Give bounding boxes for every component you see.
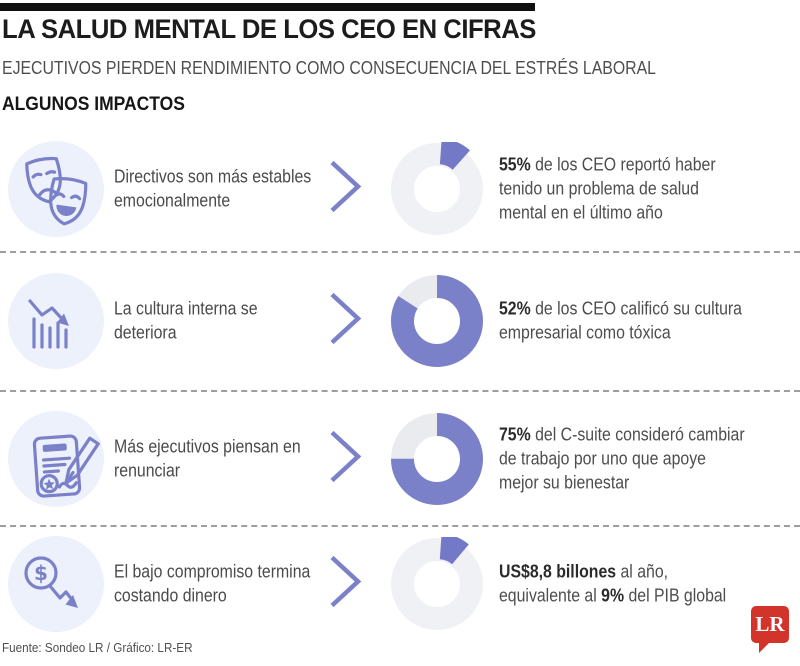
- lr-logo: LR: [751, 606, 789, 643]
- dollar-decline-icon: $: [8, 536, 104, 632]
- stat-text: 75% del C-suite consideró cambiar de tra…: [499, 424, 745, 492]
- impact-row-cost-of-disengagement: $ El bajo compromiso termina costando di…: [0, 532, 800, 636]
- donut-chart-55: [390, 138, 484, 236]
- donut-chart-9: [390, 533, 484, 631]
- svg-text:$: $: [34, 561, 48, 585]
- chevron-right-icon: [327, 428, 365, 491]
- impact-row-emotional-stability: Directivos son más estables emocionalmen…: [0, 132, 800, 246]
- chevron-right-icon: [327, 158, 365, 221]
- chevron-right-icon: [327, 290, 365, 353]
- resignation-letter-pen-icon: [8, 411, 104, 507]
- page-subtitle: EJECUTIVOS PIERDEN RENDIMIENTO COMO CONS…: [2, 58, 656, 78]
- impact-label: Directivos son más estables emocionalmen…: [114, 166, 312, 211]
- impact-label: La cultura interna se deteriora: [114, 298, 258, 343]
- impact-label: Más ejecutivos piensan en renunciar: [114, 436, 301, 481]
- stat-text: US$8,8 billones al año, equivalente al 9…: [499, 561, 727, 605]
- impact-label: El bajo compromiso termina costando dine…: [114, 561, 311, 606]
- impact-row-quit-intent: Más ejecutivos piensan en renunciar 75% …: [0, 396, 800, 522]
- stat-text: 55% de los CEO reportó haber tenido un p…: [499, 154, 716, 222]
- theater-masks-icon: [8, 141, 104, 237]
- dashed-separator: [0, 390, 800, 392]
- stat-text: 52% de los CEO calificó su cultura empre…: [499, 298, 743, 342]
- section-heading: ALGUNOS IMPACTOS: [2, 94, 185, 115]
- lr-logo-tail: [759, 642, 770, 653]
- declining-bar-chart-icon: [8, 273, 104, 369]
- chevron-right-icon: [327, 553, 365, 616]
- page-title: LA SALUD MENTAL DE LOS CEO EN CIFRAS: [2, 14, 536, 44]
- impact-row-culture-deteriorates: La cultura interna se deteriora 52% de l…: [0, 260, 800, 382]
- top-accent-bar: [0, 3, 535, 11]
- dashed-separator: [0, 525, 800, 527]
- donut-chart-75: [390, 412, 484, 506]
- dashed-separator: [0, 251, 800, 253]
- donut-chart-52: [390, 274, 484, 368]
- source-credit: Fuente: Sondeo LR / Gráfico: LR-ER: [2, 640, 193, 655]
